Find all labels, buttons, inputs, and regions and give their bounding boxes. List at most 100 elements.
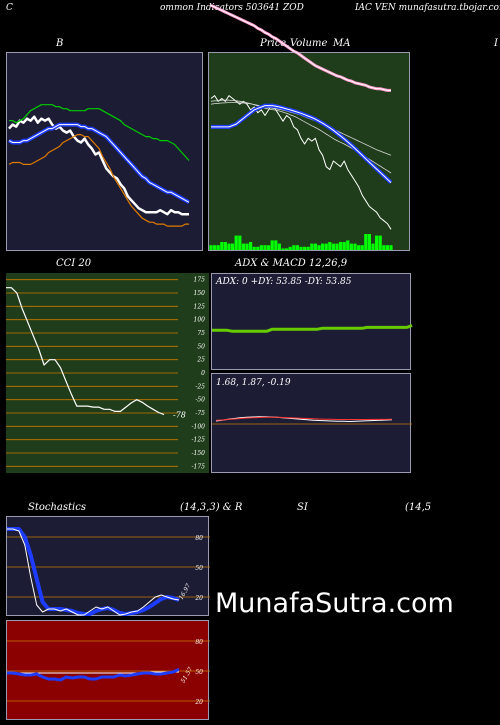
price-ma-blue-line	[211, 103, 393, 185]
volume-bar	[209, 245, 213, 250]
bb-middle-band-core	[8, 124, 190, 203]
header-center: ommon Indicators 503641 ZOD	[160, 3, 304, 13]
cci-tick-label: 100	[194, 317, 206, 324]
price-ma-blue-core	[211, 105, 392, 183]
price-right-mark: I	[494, 38, 498, 49]
cci-chart: 175 150 125 100 75 50 25 0 -25 -50 -75 -100 -125 -150…	[6, 277, 206, 470]
volume-bar	[223, 242, 227, 250]
volume-bar	[227, 243, 231, 250]
volume-bar	[299, 246, 303, 250]
volume-bar	[234, 235, 238, 250]
watermark: MunafaSutra.com	[215, 588, 454, 619]
header-left: C	[6, 3, 13, 13]
stoch-title-a: Stochastics	[28, 502, 86, 513]
volume-bar	[263, 245, 267, 250]
stoch-tick-label: 20	[194, 595, 203, 602]
volume-bar	[342, 242, 346, 250]
adx-readout: ADX: 0 +DY: 53.85 -DY: 53.85	[216, 277, 352, 287]
volume-bar	[238, 235, 242, 250]
bollinger-title: B	[56, 38, 64, 49]
rsi-line	[7, 668, 180, 682]
price-ma_2-line	[210, 102, 392, 156]
price-chart	[209, 3, 393, 250]
volume-bar	[216, 245, 220, 250]
bb-close-line	[8, 115, 189, 216]
price-panel	[208, 3, 410, 251]
macd-macd-line	[215, 416, 393, 422]
volume-bar	[385, 245, 389, 250]
rsi-tick-label: 50	[195, 669, 203, 676]
volume-bar	[292, 245, 296, 250]
volume-bar	[231, 243, 235, 250]
bollinger-panel	[6, 52, 203, 251]
volume-bar	[328, 242, 332, 250]
volume-bar	[367, 234, 371, 250]
cci-tick-label: 125	[194, 303, 206, 310]
cci-tick-label: 50	[197, 343, 205, 350]
macd-readout: 1.68, 1.87, -0.19	[216, 378, 291, 388]
stoch-last-value: 16.97	[178, 582, 193, 601]
volume-bar	[267, 245, 271, 250]
cci-tick-label: 0	[201, 370, 205, 377]
macd-panel: 1.68, 1.87, -0.19	[211, 373, 412, 473]
cci-tick-label: 175	[194, 277, 206, 284]
bb-bollinger_lower-line	[8, 133, 189, 227]
adx-title: ADX & MACD 12,26,9	[235, 258, 348, 269]
rsi-tick-label: 20	[194, 699, 203, 706]
volume-bar	[371, 243, 375, 250]
volume-bar	[321, 243, 325, 250]
volume-bar	[357, 245, 361, 250]
stoch-tick-label: 80	[195, 535, 203, 542]
cci-tick-label: -125	[192, 437, 206, 444]
stoch-title-b: (14,3,3) & R	[180, 502, 243, 513]
volume-bar	[324, 243, 328, 250]
cci-tick-label: -25	[195, 383, 205, 390]
volume-bar	[375, 235, 379, 250]
rsi-panel: 80 50 20 51.57	[6, 620, 210, 720]
stoch-title-d: (14,5	[405, 502, 432, 513]
volume-bar	[259, 245, 263, 250]
volume-bar	[353, 243, 357, 250]
volume-bar	[245, 243, 249, 250]
volume-bar	[335, 243, 339, 250]
price-title-c: MA	[333, 38, 351, 49]
volume-bar	[256, 246, 260, 250]
volume-bar	[317, 245, 321, 250]
stoch-title-c: SI	[297, 502, 308, 513]
cci-tick-label: -100	[192, 423, 206, 430]
cci-tick-label: 25	[196, 357, 205, 364]
volume-bar	[303, 246, 307, 250]
volume-bar	[313, 243, 317, 250]
price-ma_1-line	[210, 99, 392, 174]
volume-bar	[288, 246, 292, 250]
cci-tick-label: 75	[197, 330, 205, 337]
stoch-d-line	[7, 527, 180, 616]
price-ma-pink-core	[210, 4, 391, 91]
volume-bar	[249, 242, 253, 250]
rsi-chart: 80 50 20 51.57	[7, 639, 210, 706]
bollinger-chart	[8, 104, 190, 227]
volume-bar	[220, 242, 224, 250]
bb-middle-band-shadow	[8, 122, 190, 205]
volume-bar	[270, 240, 274, 250]
volume-bar	[281, 248, 285, 250]
header-right: IAC VEN munafasutra.tbojar.com	[355, 3, 500, 13]
volume-bar	[346, 240, 350, 250]
stoch-k-line	[7, 528, 180, 616]
stoch-panel: 80 50 20 16.97	[6, 516, 210, 616]
macd-signal-line	[215, 416, 393, 421]
rsi-tick-label: 80	[195, 639, 203, 646]
adx-panel: ADX: 0 +DY: 53.85 -DY: 53.85	[211, 273, 413, 370]
volume-bar	[360, 245, 364, 250]
volume-bar	[285, 248, 289, 250]
cci-tick-label: -150	[192, 450, 206, 457]
cci-tick-label: 150	[194, 290, 206, 297]
volume-bar	[306, 246, 310, 250]
bb-bollinger_upper-line	[9, 104, 190, 161]
volume-bar	[274, 240, 278, 250]
volume-bar	[241, 243, 245, 250]
cci-line	[6, 287, 165, 416]
volume-bar	[349, 243, 353, 250]
volume-bar	[310, 243, 314, 250]
